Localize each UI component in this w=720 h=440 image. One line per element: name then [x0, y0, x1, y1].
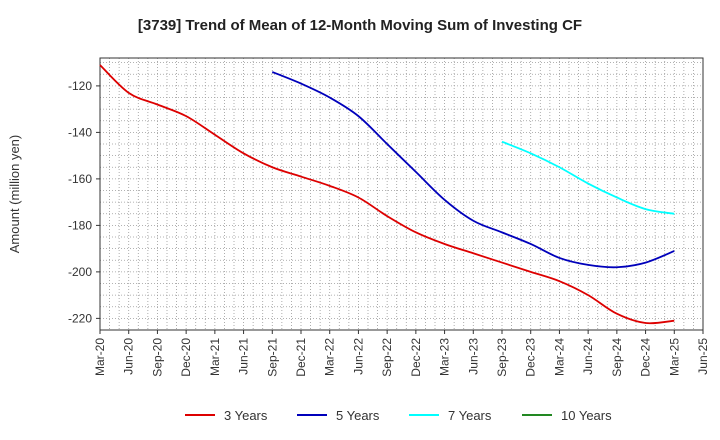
y-tick-label: -160 [68, 172, 92, 186]
x-tick-label: Mar-22 [323, 338, 337, 376]
x-tick-label: Mar-20 [93, 338, 107, 376]
legend: 3 Years 5 Years 7 Years 10 Years [185, 408, 612, 423]
x-tick-label: Sep-21 [265, 338, 279, 377]
x-tick-label: Dec-21 [294, 338, 308, 377]
y-tick-label: -220 [68, 311, 92, 325]
y-axis-label: Amount (million yen) [7, 135, 22, 254]
x-tick-label: Dec-20 [179, 338, 193, 377]
y-tick-label: -200 [68, 265, 92, 279]
x-tick-label: Mar-21 [208, 338, 222, 376]
x-tick-label: Dec-23 [524, 338, 538, 377]
x-tick-label: Jun-25 [696, 338, 710, 375]
plot-frame [99, 57, 704, 331]
x-tick-label: Sep-20 [150, 338, 164, 377]
x-axis: Mar-20 Jun-20 Sep-20 Dec-20 Mar-21 Jun-21 Sep-… [93, 330, 710, 377]
x-tick-label: Sep-23 [495, 338, 509, 377]
x-tick-label: Sep-24 [610, 338, 624, 377]
y-tick-label: -120 [68, 79, 92, 93]
x-tick-label: Mar-23 [438, 338, 452, 376]
x-tick-label: Dec-22 [409, 338, 423, 377]
x-tick-label: Jun-24 [581, 338, 595, 375]
legend-label-3-years: 3 Years [224, 408, 268, 423]
series-line-7-years [501, 140, 675, 215]
legend-label-10-years: 10 Years [561, 408, 612, 423]
x-tick-label: Sep-22 [380, 338, 394, 377]
legend-label-5-years: 5 Years [336, 408, 380, 423]
x-tick-label: Jun-21 [237, 338, 251, 375]
y-tick-label: -180 [68, 218, 92, 232]
x-tick-label: Mar-25 [667, 338, 681, 376]
x-tick-label: Jun-20 [122, 338, 136, 375]
chart-title: [3739] Trend of Mean of 12-Month Moving … [138, 17, 582, 34]
x-tick-label: Dec-24 [639, 338, 653, 377]
x-tick-label: Jun-22 [351, 338, 365, 375]
y-axis: -220 -200 -180 -160 -140 -120 [68, 79, 100, 325]
grid [100, 58, 703, 330]
y-tick-label: -140 [68, 125, 92, 139]
x-tick-label: Jun-23 [466, 338, 480, 375]
legend-label-7-years: 7 Years [448, 408, 492, 423]
series-line-5-years [271, 71, 675, 269]
series-group [99, 64, 675, 325]
x-tick-label: Mar-24 [552, 338, 566, 376]
series-line-3-years [99, 64, 675, 325]
plot-area [100, 58, 703, 330]
